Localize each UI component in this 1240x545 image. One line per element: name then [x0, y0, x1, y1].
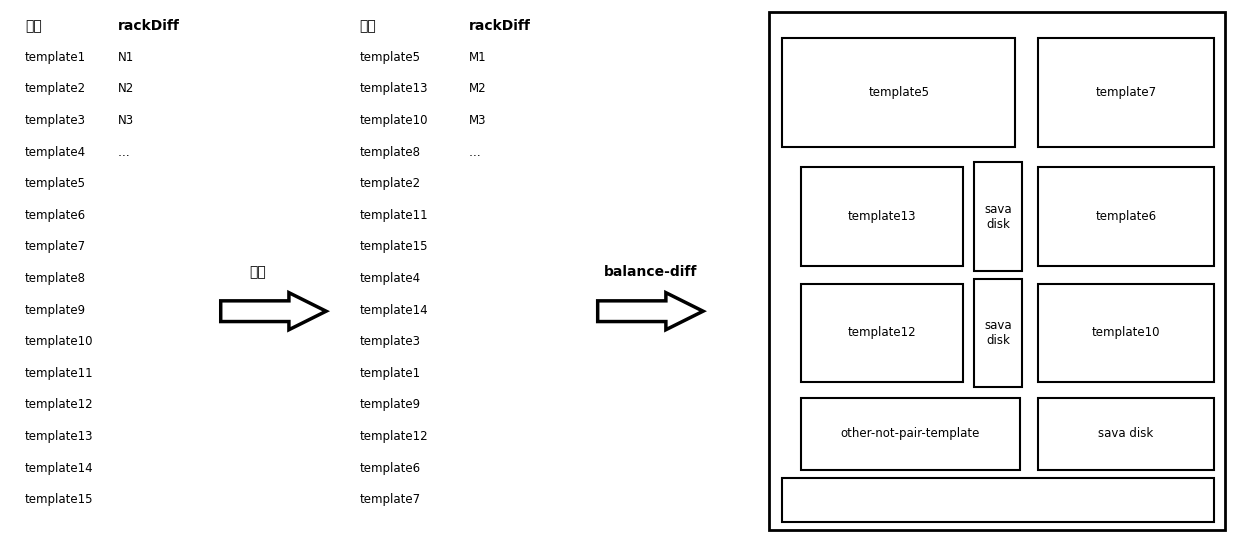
Text: template4: template4 [360, 272, 420, 285]
Text: template6: template6 [1095, 210, 1157, 223]
Text: template15: template15 [25, 493, 93, 506]
Text: rackDiff: rackDiff [118, 19, 180, 33]
Bar [801, 284, 962, 382]
Text: template15: template15 [360, 240, 428, 253]
Text: M3: M3 [469, 114, 486, 127]
Bar [975, 278, 1022, 387]
Text: template5: template5 [868, 86, 929, 99]
Bar [1038, 167, 1214, 265]
Text: template10: template10 [360, 114, 428, 127]
Text: 排序: 排序 [249, 265, 267, 279]
Polygon shape [221, 293, 326, 330]
Text: N3: N3 [118, 114, 134, 127]
Text: template3: template3 [25, 114, 86, 127]
Text: template1: template1 [360, 367, 420, 380]
Text: sava
disk: sava disk [985, 203, 1012, 231]
Text: template7: template7 [25, 240, 86, 253]
Text: template7: template7 [1095, 86, 1157, 99]
Text: 模板: 模板 [25, 19, 42, 33]
Text: template9: template9 [360, 398, 420, 411]
Bar [1038, 398, 1214, 470]
Bar [1038, 38, 1214, 147]
Text: template5: template5 [360, 51, 420, 64]
Polygon shape [598, 293, 703, 330]
Text: template8: template8 [360, 146, 420, 159]
Text: template7: template7 [360, 493, 420, 506]
Text: sava
disk: sava disk [985, 319, 1012, 347]
Bar [782, 38, 1016, 147]
Text: template5: template5 [25, 177, 86, 190]
Text: template10: template10 [25, 335, 93, 348]
Text: template3: template3 [360, 335, 420, 348]
Text: other-not-pair-template: other-not-pair-template [841, 427, 980, 440]
Text: template4: template4 [25, 146, 86, 159]
Text: template8: template8 [25, 272, 86, 285]
Text: template6: template6 [25, 209, 86, 222]
Text: template11: template11 [360, 209, 428, 222]
Text: template9: template9 [25, 304, 86, 317]
Text: template14: template14 [360, 304, 428, 317]
Bar [782, 478, 1214, 522]
Bar [769, 12, 1225, 530]
Text: …: … [469, 146, 480, 159]
Text: template1: template1 [25, 51, 86, 64]
Text: template2: template2 [360, 177, 420, 190]
Bar [801, 167, 962, 265]
Text: rackDiff: rackDiff [469, 19, 531, 33]
Bar [1038, 284, 1214, 382]
Text: …: … [118, 146, 129, 159]
Text: M2: M2 [469, 82, 486, 95]
Text: template13: template13 [360, 82, 428, 95]
Text: sava disk: sava disk [1099, 427, 1153, 440]
Text: M1: M1 [469, 51, 486, 64]
Text: template14: template14 [25, 462, 93, 475]
Text: template12: template12 [25, 398, 93, 411]
Text: template6: template6 [360, 462, 420, 475]
Text: template2: template2 [25, 82, 86, 95]
Text: template10: template10 [1091, 326, 1161, 340]
Text: N1: N1 [118, 51, 134, 64]
Text: template12: template12 [360, 430, 428, 443]
Text: template13: template13 [25, 430, 93, 443]
Bar [801, 398, 1019, 470]
Text: template12: template12 [847, 326, 916, 340]
Text: template13: template13 [847, 210, 916, 223]
Text: 模板: 模板 [360, 19, 377, 33]
Text: balance-diff: balance-diff [604, 265, 697, 279]
Text: template11: template11 [25, 367, 93, 380]
Text: N2: N2 [118, 82, 134, 95]
Bar [975, 162, 1022, 271]
